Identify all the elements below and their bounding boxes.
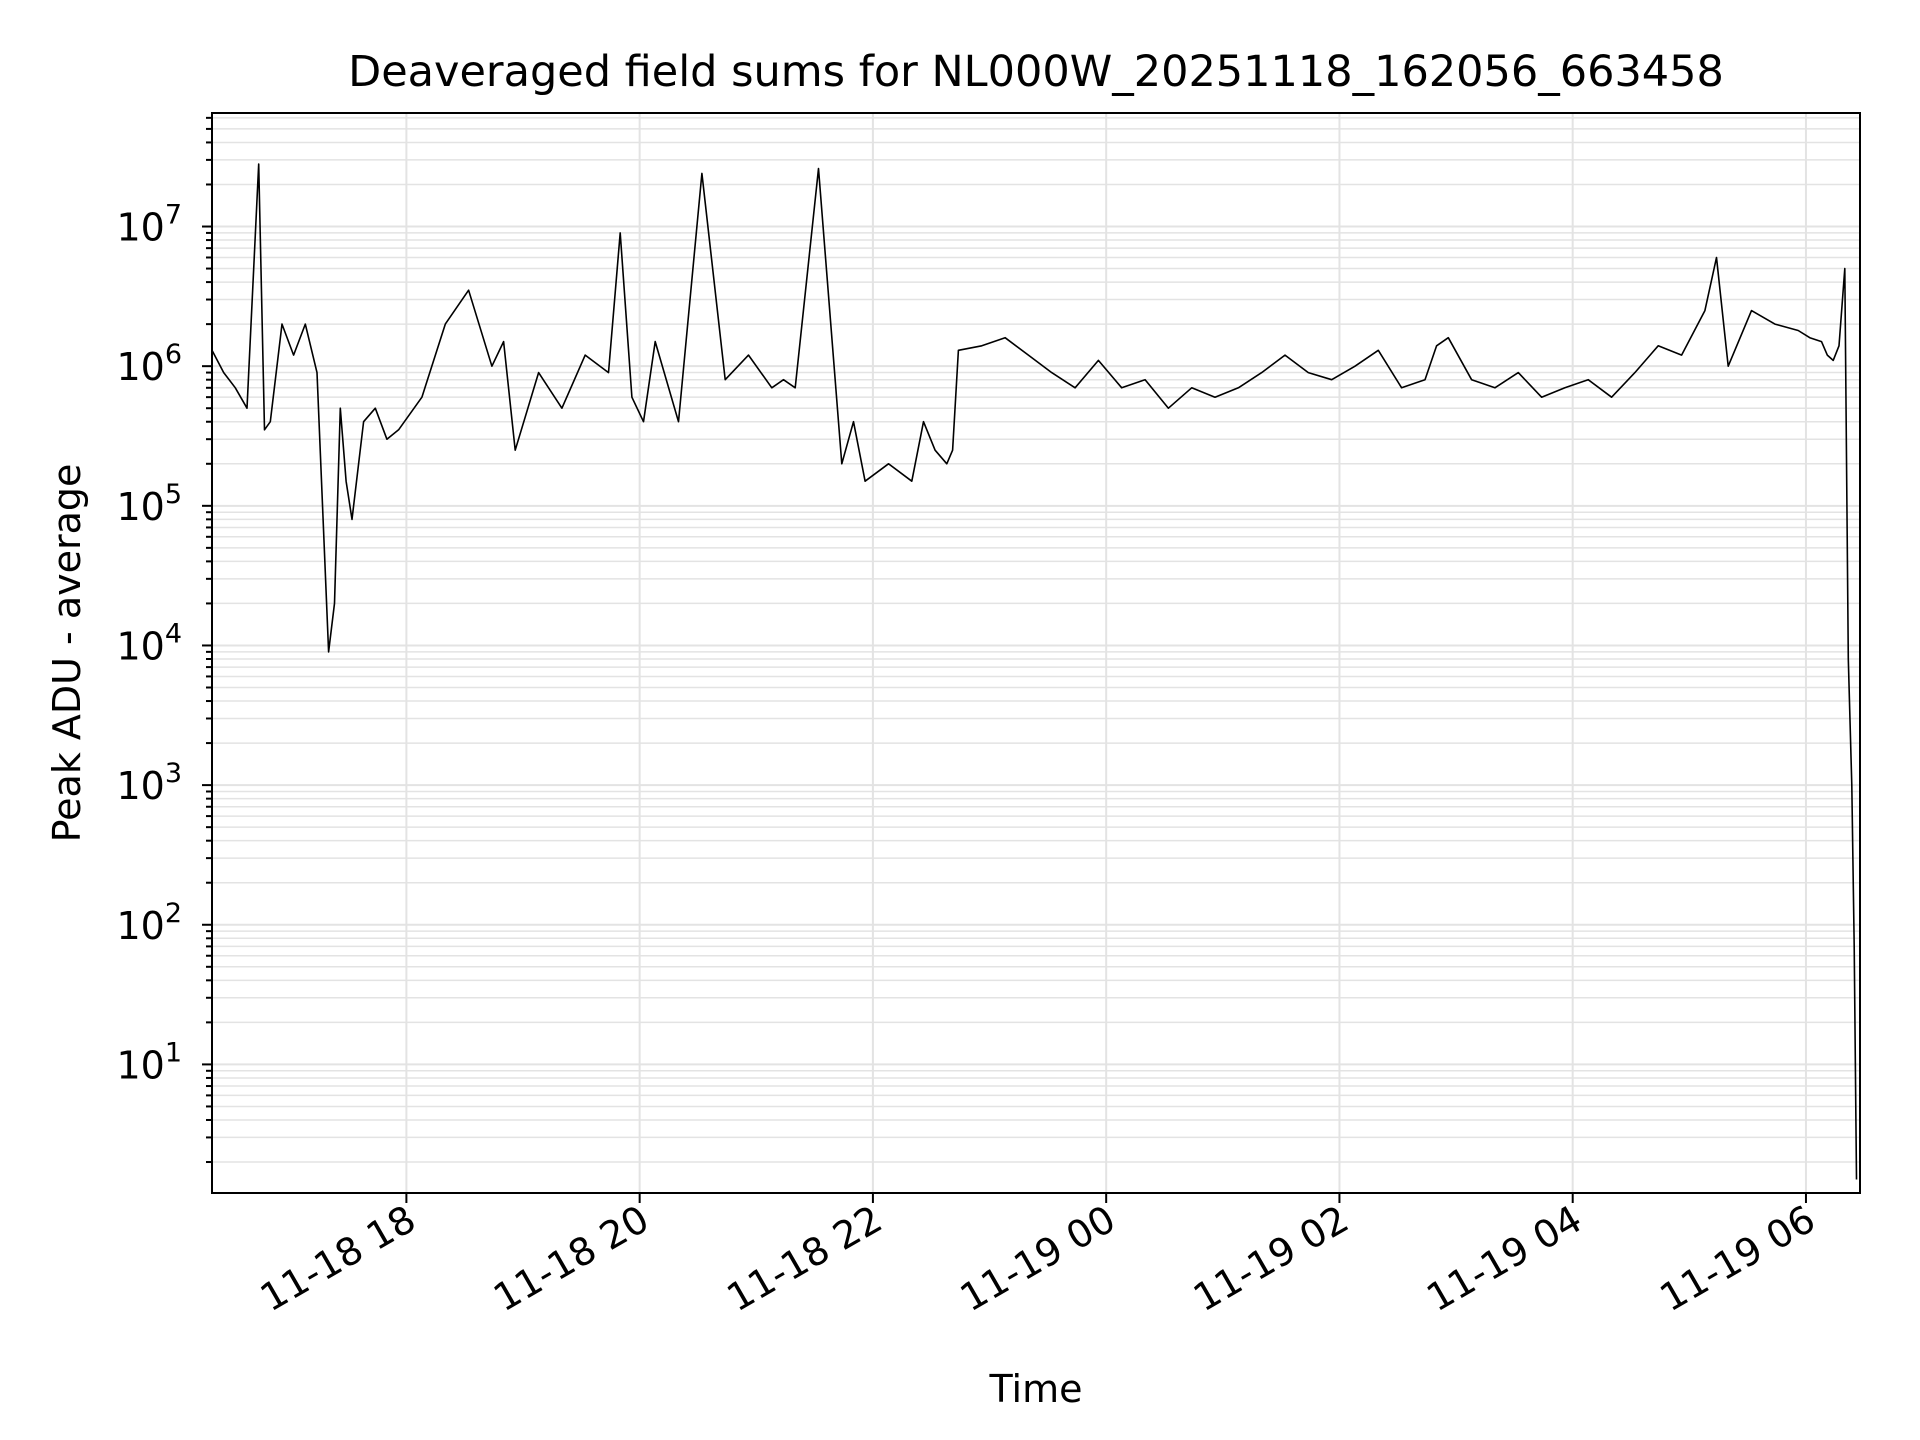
grid <box>212 113 1860 1193</box>
plot-frame <box>211 112 1861 1194</box>
y-tick-label: 101 <box>116 1037 182 1087</box>
y-tick-label: 106 <box>116 339 182 389</box>
y-tick-label: 103 <box>116 758 182 808</box>
x-axis-label: Time <box>989 1367 1083 1411</box>
chart-title: Deaveraged field sums for NL000W_2025111… <box>348 47 1724 97</box>
y-tick-label: 107 <box>116 200 182 250</box>
y-tick-label: 102 <box>116 898 182 948</box>
series-layer <box>211 163 1858 1180</box>
y-tick-label: 104 <box>116 618 182 668</box>
y-axis-label: Peak ADU - average <box>45 464 89 843</box>
series-line <box>211 163 1858 1180</box>
y-tick-label: 105 <box>116 479 182 529</box>
